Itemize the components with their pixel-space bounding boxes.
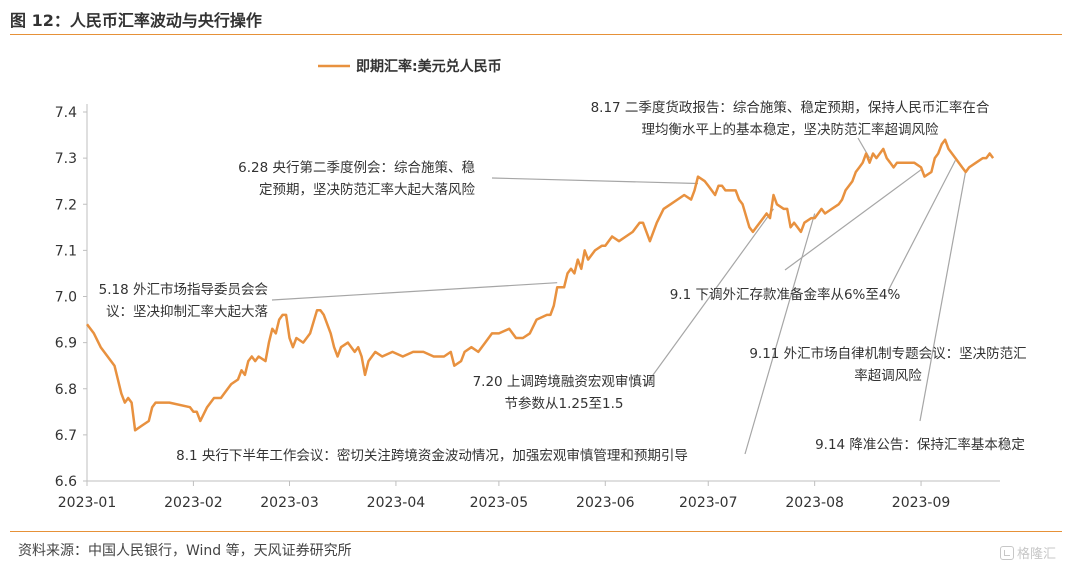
annotation-line: 定预期，坚决防范汇率大起大落风险 (259, 181, 475, 198)
annotation-line: 5.18 外汇市场指导委员会会 (99, 281, 268, 298)
annotation-pointer (887, 160, 956, 292)
watermark-text: 格隆汇 (1017, 547, 1057, 562)
y-tick-label: 6.7 (55, 428, 77, 444)
x-tick-label: 2023-01 (58, 495, 117, 511)
annotation-line: 8.17 二季度货政报告：综合施策、稳定预期，保持人民币汇率在合 (591, 99, 990, 116)
x-tick-label: 2023-09 (892, 495, 951, 511)
annotation-label: 9.14 降准公告：保持汇率基本稳定 (815, 436, 1025, 453)
plot-area (86, 138, 995, 432)
annotation-line: 9.14 降准公告：保持汇率基本稳定 (815, 436, 1025, 453)
annotation-label: 8.17 二季度货政报告：综合施策、稳定预期，保持人民币汇率在合理均衡水平上的基… (591, 99, 990, 138)
y-tick-label: 7.1 (55, 243, 77, 259)
bottom-rule (10, 531, 1062, 532)
y-tick-label: 7.4 (55, 105, 77, 121)
annotation-line: 6.28 央行第二季度例会：综合施策、稳 (238, 159, 475, 176)
x-tick-label: 2023-02 (164, 495, 223, 511)
annotation-label: 9.1 下调外汇存款准备金率从6%至4% (670, 286, 901, 303)
annotation-label: 9.11 外汇市场自律机制专题会议：坚决防范汇率超调风险 (749, 345, 1026, 384)
x-tick-label: 2023-06 (576, 495, 635, 511)
annotation-line: 9.1 下调外汇存款准备金率从6%至4% (670, 286, 901, 303)
annotation-line: 节参数从1.25至1.5 (504, 395, 623, 412)
annotation-pointer (919, 170, 967, 422)
figure-title: 图 12：人民币汇率波动与央行操作 (10, 11, 262, 30)
x-tick-label: 2023-05 (470, 495, 529, 511)
annotation-pointer (744, 213, 816, 455)
x-tick-label: 2023-08 (785, 495, 844, 511)
y-tick-label: 6.9 (55, 336, 77, 352)
annotation-line: 9.11 外汇市场自律机制专题会议：坚决防范汇 (749, 345, 1026, 362)
annotation-pointer (784, 169, 922, 271)
x-tick-label: 2023-03 (260, 495, 319, 511)
y-tick-label: 7.3 (55, 151, 77, 167)
annotation-pointers (271, 137, 967, 455)
top-rule (10, 34, 1062, 35)
annotation-labels: 8.17 二季度货政报告：综合施策、稳定预期，保持人民币汇率在合理均衡水平上的基… (99, 99, 1027, 464)
annotation-line: 率超调风险 (854, 367, 922, 384)
annotation-pointer (491, 177, 699, 185)
annotation-line: 8.1 央行下半年工作会议：密切关注跨境资金波动情况，加强宏观审慎管理和预期引导 (176, 447, 688, 464)
annotation-pointer (644, 208, 774, 387)
annotation-line: 理均衡水平上的基本稳定，坚决防范汇率超调风险 (642, 121, 939, 138)
y-tick-label: 6.8 (55, 382, 77, 398)
x-tick-label: 2023-07 (679, 495, 738, 511)
annotation-label: 8.1 央行下半年工作会议：密切关注跨境资金波动情况，加强宏观审慎管理和预期引导 (176, 447, 688, 464)
x-tick-label: 2023-04 (367, 495, 426, 511)
axes: 6.6 6.7 6.8 6.9 7.0 7.1 7.2 7.3 7.4 2023-01 2023-0… (55, 104, 1000, 511)
annotation-label: 6.28 央行第二季度例会：综合施策、稳定预期，坚决防范汇率大起大落风险 (238, 159, 475, 198)
series-line-usdcny (86, 138, 995, 432)
y-tick-label: 7.0 (55, 290, 77, 306)
annotation-label: 5.18 外汇市场指导委员会会议：坚决抑制汇率大起大落 (99, 281, 269, 320)
annotation-line: 7.20 上调跨境融资宏观审慎调 (473, 374, 656, 390)
source-note: 资料来源：中国人民银行，Wind 等，天风证券研究所 (18, 543, 352, 559)
watermark-logo-icon (1000, 545, 1014, 560)
annotation-pointer (271, 282, 558, 301)
annotation-line: 议：坚决抑制汇率大起大落 (106, 303, 268, 320)
y-tick-label: 6.6 (55, 474, 77, 490)
watermark: 格隆汇 (1000, 543, 1056, 562)
y-tick-label: 7.2 (55, 197, 77, 213)
annotation-label: 7.20 上调跨境融资宏观审慎调节参数从1.25至1.5 (473, 374, 656, 412)
legend: 即期汇率:美元兑人民币 (318, 58, 502, 75)
exchange-rate-chart: 即期汇率:美元兑人民币 6.6 6.7 6.8 6.9 7.0 7.1 7.2 7.3 7.4 2… (55, 58, 1027, 511)
legend-label: 即期汇率:美元兑人民币 (356, 58, 502, 75)
